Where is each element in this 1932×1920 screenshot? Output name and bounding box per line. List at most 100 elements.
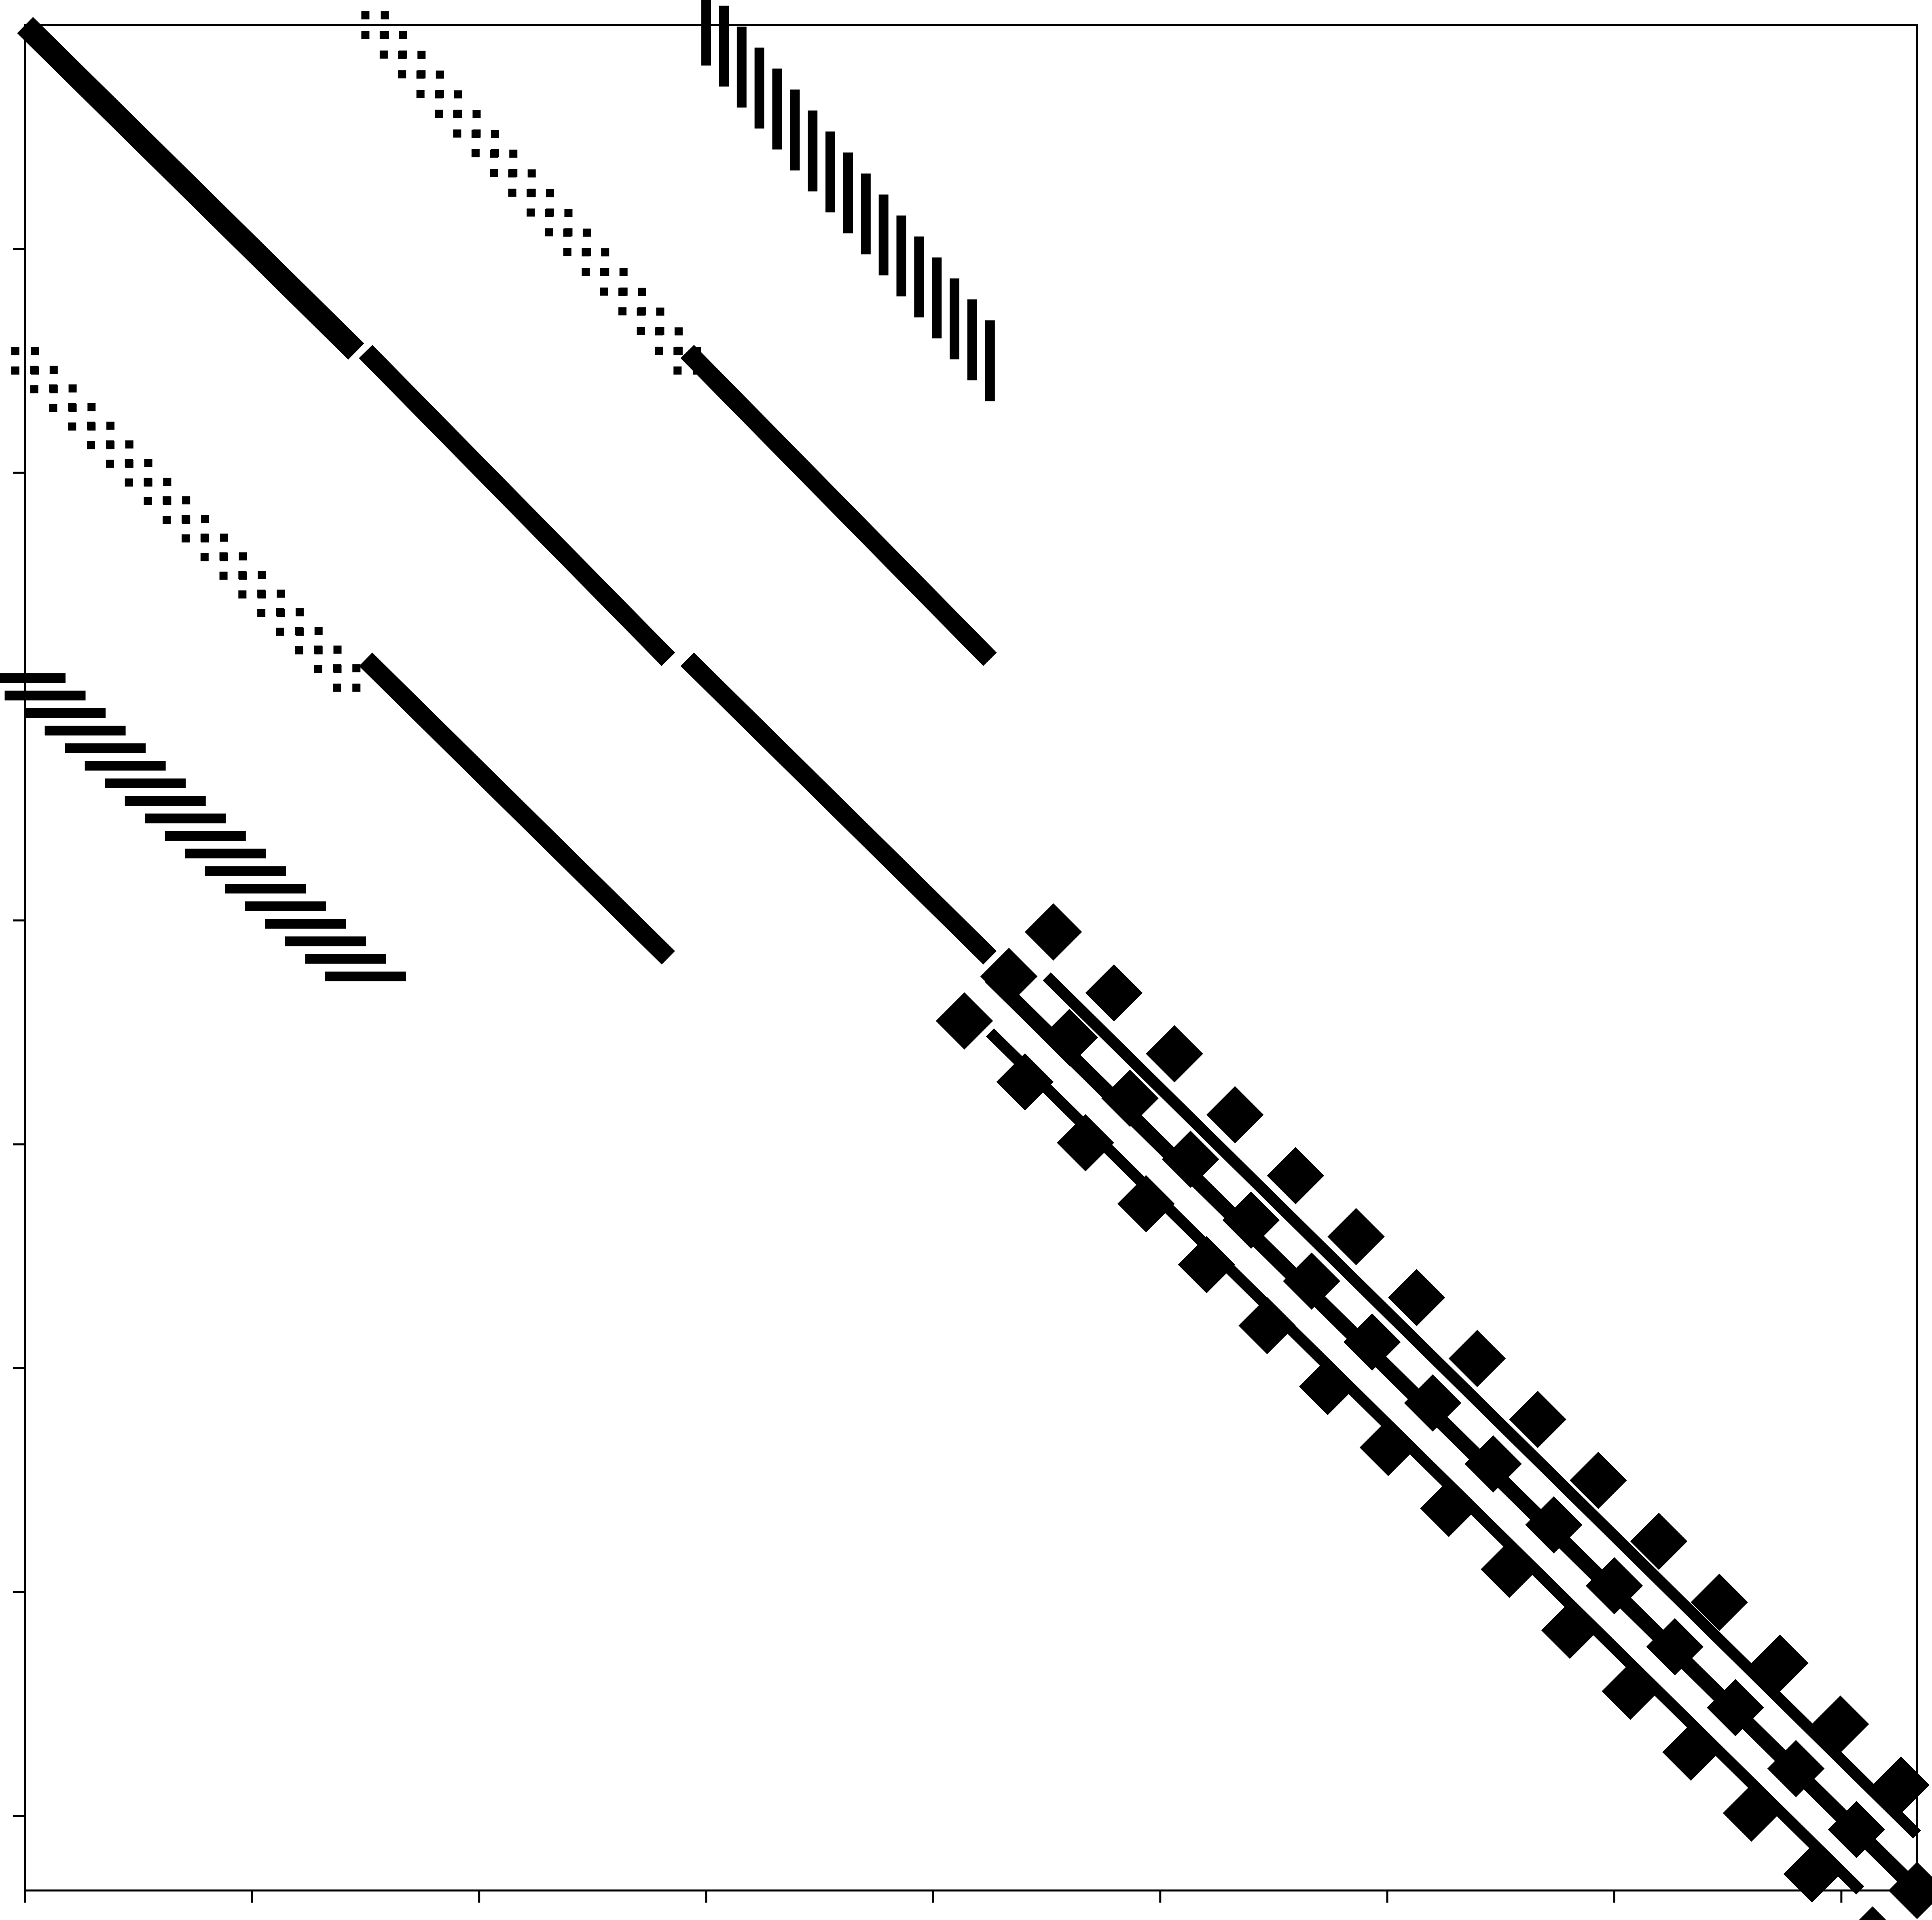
nonzero-block [1057, 1114, 1114, 1172]
nonzero-dot [277, 589, 285, 598]
nonzero-band [986, 1028, 1864, 1895]
nonzero-dot [276, 627, 284, 636]
nonzero-dash [165, 831, 246, 841]
nonzero-band [359, 345, 675, 666]
nonzero-block [1162, 1130, 1219, 1188]
nonzero-dot [509, 149, 518, 158]
nonzero-dot [637, 307, 645, 316]
nonzero-block [1359, 1419, 1417, 1476]
nonzero-dot [125, 478, 133, 487]
nonzero-block [1525, 1496, 1583, 1554]
nonzero-dash [932, 257, 942, 339]
nonzero-dash [225, 884, 306, 894]
nonzero-dot [693, 366, 701, 375]
nonzero-dot [144, 478, 152, 486]
nonzero-dot [381, 11, 389, 19]
nonzero-dot [219, 572, 228, 580]
nonzero-dot [416, 70, 425, 79]
nonzero-dot [314, 646, 322, 654]
nonzero-dot [352, 664, 361, 673]
nonzero-dot [295, 608, 304, 616]
nonzero-dot [333, 646, 342, 654]
nonzero-dot [87, 403, 96, 411]
nonzero-dot [257, 609, 266, 617]
nonzero-dash [808, 110, 818, 192]
nonzero-dot [416, 90, 425, 98]
nonzero-dot [472, 110, 481, 119]
nonzero-dot [30, 385, 38, 394]
nonzero-block [1811, 1695, 1869, 1753]
nonzero-dot [87, 441, 95, 449]
nonzero-dot [564, 209, 573, 217]
nonzero-band [17, 17, 364, 360]
nonzero-dash [861, 173, 871, 254]
nonzero-band [359, 652, 675, 965]
nonzero-dot [68, 422, 76, 431]
nonzero-dot [398, 51, 406, 59]
nonzero-dot [453, 110, 461, 119]
nonzero-dot [125, 440, 133, 449]
nonzero-dot [545, 228, 553, 237]
nonzero-dash [85, 761, 166, 771]
nonzero-block [1420, 1480, 1477, 1537]
nonzero-block [1464, 1435, 1522, 1493]
nonzero-dot [11, 366, 19, 375]
nonzero-dot [545, 209, 553, 217]
nonzero-dot [220, 533, 228, 542]
nonzero-block [1707, 1679, 1764, 1736]
nonzero-dot [600, 268, 608, 276]
nonzero-dot [239, 552, 247, 561]
nonzero-dot [49, 384, 57, 393]
nonzero-dot [471, 149, 480, 157]
nonzero-dot [527, 189, 535, 197]
nonzero-block [1146, 1025, 1203, 1083]
nonzero-block [1327, 1208, 1385, 1266]
nonzero-block [1448, 1330, 1506, 1387]
nonzero-dot [276, 608, 284, 616]
nonzero-block [1206, 1086, 1264, 1143]
nonzero-dot [200, 553, 209, 561]
nonzero-dot [527, 169, 536, 178]
nonzero-dot [182, 515, 190, 523]
nonzero-dot [106, 459, 114, 468]
nonzero-dot [655, 327, 663, 336]
nonzero-block [1024, 903, 1082, 961]
nonzero-dot [491, 129, 499, 138]
nonzero-dash [719, 5, 729, 87]
nonzero-dot [31, 347, 39, 356]
nonzero-block [1299, 1358, 1356, 1415]
nonzero-dot [619, 268, 628, 276]
nonzero-block [1085, 964, 1143, 1022]
nonzero-dot [379, 50, 388, 59]
nonzero-block [1222, 1192, 1280, 1249]
nonzero-dot [600, 287, 608, 296]
nonzero-dot [295, 646, 303, 654]
nonzero-band [680, 652, 997, 965]
nonzero-dot [144, 497, 152, 505]
nonzero-dash [44, 726, 126, 736]
nonzero-dash [145, 813, 226, 823]
nonzero-dash [285, 936, 366, 946]
nonzero-dot [637, 327, 645, 335]
nonzero-dot [68, 384, 77, 393]
nonzero-dash [25, 708, 106, 718]
nonzero-block [1751, 1634, 1809, 1692]
nonzero-dot [618, 307, 627, 315]
nonzero-dot [563, 229, 571, 237]
nonzero-dash [985, 320, 995, 402]
nonzero-block [1404, 1374, 1462, 1432]
nonzero-dot [30, 366, 38, 374]
nonzero-dot [258, 571, 266, 579]
nonzero-dash [305, 954, 386, 964]
nonzero-dash [736, 26, 747, 108]
nonzero-block [1828, 1801, 1885, 1859]
nonzero-dot [314, 665, 322, 673]
nonzero-block [996, 1053, 1054, 1111]
nonzero-dash [967, 299, 977, 381]
nonzero-dot [333, 664, 341, 673]
nonzero-dot [361, 31, 370, 39]
nonzero-block [1602, 1662, 1659, 1720]
nonzero-dot [163, 496, 171, 505]
nonzero-dot [582, 248, 590, 256]
nonzero-dot [238, 590, 247, 599]
